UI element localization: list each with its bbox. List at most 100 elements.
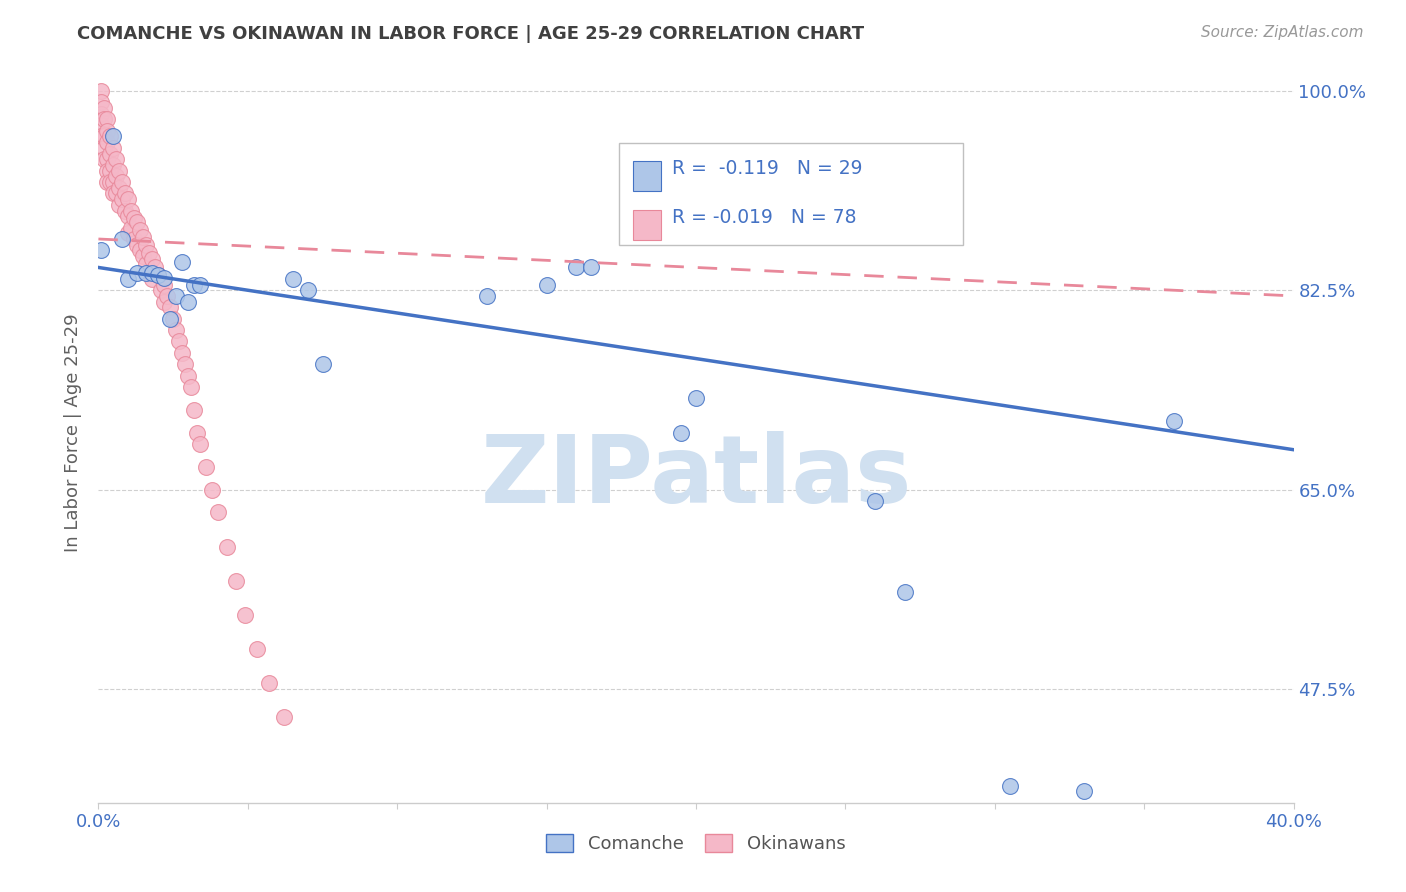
- Point: [98, 129, 122, 144]
- Point: [90, 84, 112, 98]
- Point: [90, 95, 112, 110]
- Point: [281, 272, 304, 286]
- Point: [96, 135, 118, 149]
- Point: [108, 198, 131, 212]
- Point: [93, 153, 115, 167]
- Point: [225, 574, 247, 588]
- Point: [105, 153, 128, 167]
- Point: [103, 129, 125, 144]
- Y-axis label: In Labor Force | Age 25-29: In Labor Force | Age 25-29: [65, 313, 83, 552]
- Point: [195, 459, 218, 474]
- Point: [141, 266, 163, 280]
- Point: [165, 289, 187, 303]
- Point: [165, 323, 187, 337]
- Point: [90, 118, 112, 132]
- Point: [114, 203, 136, 218]
- Text: R =  -0.119   N = 29: R = -0.119 N = 29: [672, 159, 862, 178]
- Point: [103, 141, 125, 155]
- Point: [141, 252, 163, 267]
- Point: [138, 245, 160, 260]
- Point: [153, 270, 176, 285]
- Point: [120, 203, 142, 218]
- Point: [105, 186, 128, 201]
- Point: [156, 289, 179, 303]
- Point: [998, 779, 1021, 793]
- Point: [93, 129, 115, 144]
- Point: [536, 277, 558, 292]
- Point: [117, 192, 139, 206]
- Point: [96, 153, 118, 167]
- Point: [177, 368, 200, 383]
- Point: [124, 211, 146, 226]
- Point: [105, 169, 128, 184]
- Point: [215, 540, 238, 554]
- Point: [93, 101, 115, 115]
- Point: [93, 112, 115, 127]
- Point: [90, 244, 112, 258]
- Point: [90, 106, 112, 120]
- Point: [127, 215, 149, 229]
- Point: [111, 232, 134, 246]
- Point: [132, 229, 155, 244]
- Point: [98, 163, 122, 178]
- Point: [153, 294, 176, 309]
- Point: [90, 129, 112, 144]
- Point: [669, 425, 692, 440]
- Point: [117, 227, 139, 241]
- Point: [111, 175, 134, 189]
- Point: [127, 266, 149, 280]
- Point: [581, 260, 603, 275]
- Point: [127, 237, 149, 252]
- Point: [183, 402, 205, 417]
- Point: [1163, 414, 1185, 428]
- Point: [174, 357, 197, 371]
- Point: [162, 311, 184, 326]
- Point: [273, 710, 295, 724]
- Text: R = -0.019   N = 78: R = -0.019 N = 78: [672, 208, 856, 227]
- Point: [297, 283, 319, 297]
- Point: [98, 175, 122, 189]
- Point: [246, 642, 269, 657]
- Point: [257, 676, 280, 690]
- Point: [96, 163, 118, 178]
- Point: [120, 220, 142, 235]
- Point: [183, 277, 205, 292]
- Point: [114, 186, 136, 201]
- Point: [167, 334, 190, 349]
- Point: [108, 163, 131, 178]
- Point: [135, 266, 157, 280]
- Point: [180, 380, 202, 394]
- Point: [124, 232, 146, 246]
- Point: [172, 346, 194, 360]
- Point: [98, 146, 122, 161]
- Point: [188, 437, 211, 451]
- Point: [129, 244, 152, 258]
- Point: [188, 277, 211, 292]
- Point: [311, 357, 333, 371]
- Point: [148, 268, 170, 283]
- Point: [129, 223, 152, 237]
- Point: [475, 289, 498, 303]
- Point: [172, 254, 194, 268]
- Point: [96, 124, 118, 138]
- Point: [132, 249, 155, 263]
- Point: [108, 180, 131, 194]
- Point: [177, 294, 200, 309]
- Point: [143, 260, 166, 275]
- Point: [233, 607, 256, 622]
- Point: [1073, 784, 1095, 798]
- Point: [186, 425, 208, 440]
- Point: [207, 505, 229, 519]
- Point: [141, 272, 163, 286]
- Point: [135, 237, 157, 252]
- Point: [117, 272, 139, 286]
- Point: [159, 311, 181, 326]
- Point: [117, 209, 139, 223]
- Point: [148, 268, 170, 283]
- Point: [150, 283, 173, 297]
- Legend: Comanche, Okinawans: Comanche, Okinawans: [538, 827, 853, 861]
- Point: [865, 494, 887, 508]
- Point: [685, 392, 707, 406]
- Point: [96, 112, 118, 127]
- Point: [111, 192, 134, 206]
